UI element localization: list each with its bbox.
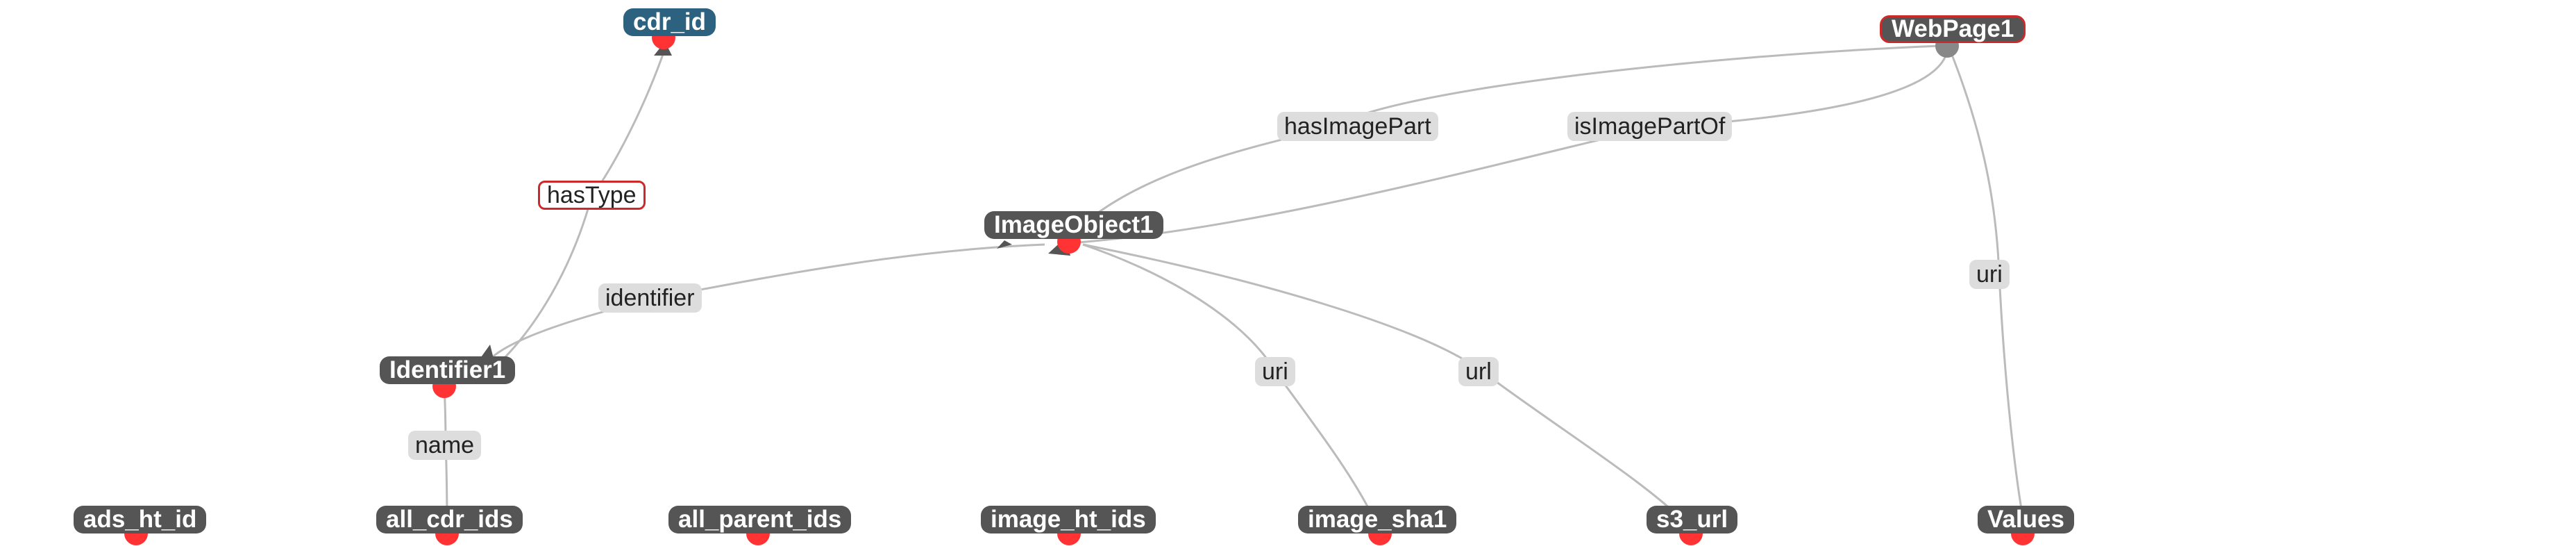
edge-label-uri-webpage[interactable]: uri [1969, 260, 2010, 289]
edge-uri-image[interactable] [1082, 243, 1379, 529]
edge-label-has-image-part[interactable]: hasImagePart [1277, 112, 1438, 141]
node-image-sha1[interactable]: image_sha1 [1298, 506, 1457, 533]
edge-isimagepartof[interactable] [1070, 51, 1948, 245]
edge-label-has-type[interactable]: hasType [538, 181, 646, 210]
arrowhead-imageobject-left [997, 240, 1012, 249]
edge-label-is-image-part-of[interactable]: isImagePartOf [1567, 112, 1733, 141]
node-values[interactable]: Values [1978, 506, 2074, 533]
edge-label-uri-image[interactable]: uri [1255, 357, 1295, 386]
edge-hastype[interactable] [485, 48, 666, 377]
node-ads-ht-id[interactable]: ads_ht_id [74, 506, 207, 533]
node-s3-url[interactable]: s3_url [1647, 506, 1738, 533]
edge-label-url[interactable]: url [1458, 357, 1499, 386]
node-imageobject1[interactable]: ImageObject1 [984, 211, 1163, 239]
edge-uri-webpage[interactable] [1949, 51, 2026, 529]
node-all-parent-ids[interactable]: all_parent_ids [668, 506, 852, 533]
edge-hasimagepart[interactable] [1069, 44, 1941, 238]
edge-url[interactable] [1082, 243, 1692, 529]
edge-identifier[interactable] [487, 243, 1045, 363]
node-webpage1[interactable]: WebPage1 [1880, 15, 2026, 43]
node-cdr-id[interactable]: cdr_id [623, 8, 716, 36]
edge-label-name[interactable]: name [408, 431, 482, 460]
node-image-ht-ids[interactable]: image_ht_ids [981, 506, 1156, 533]
edge-label-identifier[interactable]: identifier [598, 283, 702, 313]
node-identifier1[interactable]: Identifier1 [380, 356, 516, 384]
node-all-cdr-ids[interactable]: all_cdr_ids [376, 506, 523, 533]
